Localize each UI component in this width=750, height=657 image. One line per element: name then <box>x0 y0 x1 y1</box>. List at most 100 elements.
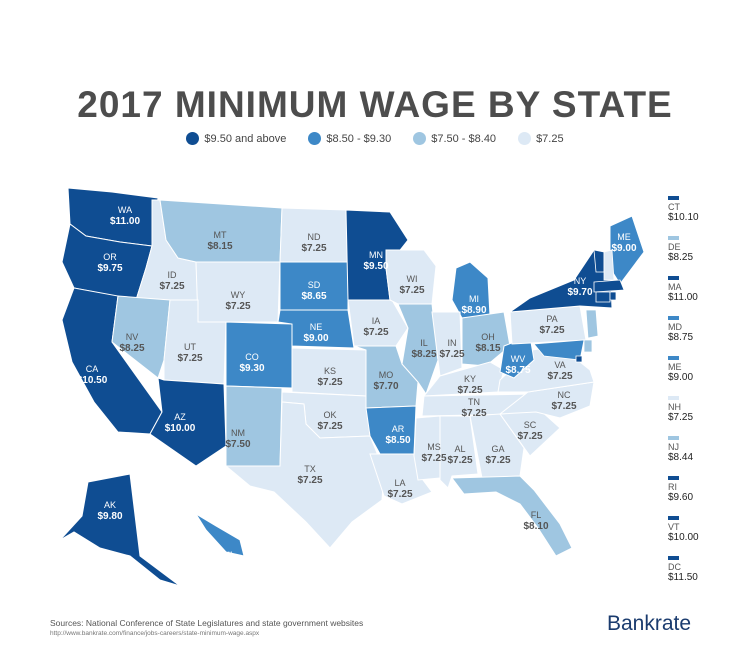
side-wage-md: $8.75 <box>668 332 694 343</box>
side-swatch-md <box>668 316 679 320</box>
state-wage-nm: $7.50 <box>225 439 250 450</box>
state-abbr-ut: UT <box>184 342 196 352</box>
sources-note: Sources: National Conference of State Le… <box>50 618 364 628</box>
state-wage-ga: $7.25 <box>485 455 510 466</box>
state-in <box>431 311 463 377</box>
state-ne <box>277 309 355 349</box>
side-abbr-ma: MA <box>668 282 682 292</box>
side-swatch-de <box>668 236 679 240</box>
state-wage-nv: $8.25 <box>119 343 144 354</box>
state-abbr-tx: TX <box>304 464 316 474</box>
state-abbr-co: CO <box>245 352 259 362</box>
state-abbr-va: VA <box>554 360 565 370</box>
state-wage-mt: $8.15 <box>207 241 232 252</box>
state-wage-mn: $9.50 <box>363 261 388 272</box>
state-wage-ms: $7.25 <box>421 453 446 464</box>
bankrate-logo: Bankrate <box>607 612 692 635</box>
state-wage-ca: $10.50 <box>77 375 108 386</box>
state-abbr-la: LA <box>394 478 405 488</box>
state-ma <box>593 279 625 293</box>
state-abbr-ny: NY <box>574 276 587 286</box>
state-wage-or: $9.75 <box>97 263 122 274</box>
state-wage-ky: $7.25 <box>457 385 482 396</box>
side-wage-nj: $8.44 <box>668 452 694 463</box>
state-abbr-sd: SD <box>308 280 321 290</box>
legend-item-tier4: $7.25 <box>518 132 564 145</box>
side-state-vt: VT $10.00 <box>668 516 738 556</box>
state-abbr-ok: OK <box>323 410 336 420</box>
side-swatch-nj <box>668 436 679 440</box>
side-state-nj: NJ $8.44 <box>668 436 738 476</box>
state-wage-in: $7.25 <box>439 349 464 360</box>
state-wage-hi: $9.25 <box>215 561 240 572</box>
state-ak <box>59 473 181 587</box>
side-state-de: DE $8.25 <box>668 236 738 276</box>
state-wage-ak: $9.80 <box>97 511 122 522</box>
state-tx <box>224 401 385 549</box>
state-wage-sd: $8.65 <box>301 291 326 302</box>
state-ct <box>595 291 611 303</box>
state-wage-tn: $7.25 <box>461 408 486 419</box>
state-oh <box>461 311 511 367</box>
side-swatch-nh <box>668 396 679 400</box>
legend-item-tier3: $7.50 - $8.40 <box>413 132 496 145</box>
side-state-nh: NH $7.25 <box>668 396 738 436</box>
state-wage-wi: $7.25 <box>399 285 424 296</box>
state-ri <box>609 291 617 301</box>
state-wage-ks: $7.25 <box>317 377 342 388</box>
side-state-ma: MA $11.00 <box>668 276 738 316</box>
state-abbr-ms: MS <box>427 442 441 452</box>
state-abbr-mo: MO <box>379 370 394 380</box>
state-wage-wa: $11.00 <box>110 216 140 227</box>
state-abbr-nv: NV <box>126 332 139 342</box>
state-wage-id: $7.25 <box>159 281 184 292</box>
state-wage-va: $7.25 <box>547 371 572 382</box>
state-abbr-nd: ND <box>308 232 321 242</box>
side-abbr-de: DE <box>668 242 681 252</box>
side-wage-vt: $10.00 <box>668 532 699 543</box>
state-abbr-ga: GA <box>491 444 504 454</box>
state-wage-al: $7.25 <box>447 455 472 466</box>
state-wage-wv: $8.75 <box>505 365 530 376</box>
state-wage-ut: $7.25 <box>177 353 202 364</box>
legend-dot-tier1 <box>186 132 200 145</box>
state-ga <box>469 413 525 479</box>
state-abbr-ca: CA <box>86 364 99 374</box>
side-wage-nh: $7.25 <box>668 412 694 423</box>
state-az <box>149 377 227 467</box>
state-wage-ny: $9.70 <box>567 287 592 298</box>
chart-title: 2017 MINIMUM WAGE BY STATE <box>77 84 673 125</box>
legend-label-tier3: $7.50 - $8.40 <box>431 132 497 145</box>
side-wage-ri: $9.60 <box>668 492 694 503</box>
state-vt <box>593 249 605 273</box>
side-wage-ma: $11.00 <box>668 292 698 303</box>
side-state-me: ME $9.00 <box>668 356 738 396</box>
state-wage-az: $10.00 <box>165 423 196 434</box>
state-ut <box>163 299 227 385</box>
state-abbr-pa: PA <box>546 314 557 324</box>
source-url: http://www.bankrate.com/finance/jobs-car… <box>50 630 260 637</box>
state-wage-wy: $7.25 <box>225 301 250 312</box>
state-wage-nd: $7.25 <box>301 243 326 254</box>
state-abbr-mt: MT <box>214 230 227 240</box>
state-wage-co: $9.30 <box>239 363 264 374</box>
side-abbr-me: ME <box>668 362 682 372</box>
legend-label-tier4: $7.25 <box>536 132 564 145</box>
state-abbr-in: IN <box>448 338 457 348</box>
state-ia <box>347 299 409 347</box>
state-wage-oh: $8.15 <box>475 343 500 354</box>
state-co <box>225 321 293 389</box>
side-swatch-dc <box>668 556 679 560</box>
state-abbr-wa: WA <box>118 205 132 215</box>
state-abbr-ar: AR <box>392 424 405 434</box>
state-abbr-wv: WV <box>511 354 526 364</box>
state-abbr-ne: NE <box>310 322 323 332</box>
state-abbr-il: IL <box>420 338 428 348</box>
state-wage-mo: $7.70 <box>373 381 398 392</box>
state-wage-ok: $7.25 <box>317 421 342 432</box>
side-abbr-md: MD <box>668 322 682 332</box>
state-wage-ne: $9.00 <box>303 333 328 344</box>
state-nh <box>603 249 615 281</box>
state-abbr-az: AZ <box>174 412 186 422</box>
